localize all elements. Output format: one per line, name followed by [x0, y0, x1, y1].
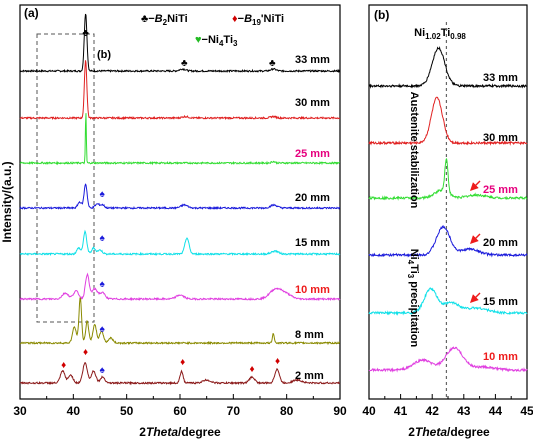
panel-b-xlabel: 2Theta/degree	[408, 425, 490, 439]
series-label: 15 mm	[295, 237, 330, 249]
diamond-icon: ♦	[232, 13, 238, 25]
series-label: 30 mm	[483, 132, 518, 144]
inset-box	[36, 33, 95, 323]
series-label: 10 mm	[295, 284, 330, 296]
x-tick-label: 50	[120, 404, 134, 418]
x-tick-label: 41	[394, 404, 408, 418]
peak-marker-icon: ♦	[83, 347, 88, 358]
peak-marker-icon: ♣	[269, 58, 276, 69]
heart-icon: ♥	[195, 34, 202, 46]
peak-marker-icon: ♠	[99, 233, 105, 244]
series-label: 20 mm	[483, 237, 518, 249]
series-label: 25 mm	[295, 148, 330, 160]
panel-a-series-labels: 33 mm 30 mm 25 mm 20 mm 15 mm 10 mm 8 mm 2 mm	[295, 54, 330, 382]
peak-marker-icon: ♣	[181, 58, 188, 69]
series-label: 2 mm	[295, 370, 324, 382]
series-line-10-mm	[19, 272, 341, 302]
inset-box-label: (b)	[97, 49, 111, 61]
x-tick-label: 44	[489, 404, 503, 418]
series-label: 25 mm	[483, 184, 518, 196]
series-line-8-mm	[19, 297, 340, 346]
x-tick-label: 80	[280, 404, 294, 418]
series-line-2-mm	[19, 362, 341, 386]
panel-b-x-ticks: 40 41 42 43 44 45	[362, 394, 533, 418]
legend: ♣−B2NiTi ♦−B19'NiTi ♥−Ni4Ti3	[141, 13, 284, 48]
peak-label: Ni1.02Ti0.98	[414, 27, 466, 41]
series-line-15-mm	[368, 287, 528, 316]
series-line-25-mm	[19, 113, 341, 166]
series-line-20-mm	[368, 225, 528, 258]
series-line-10-mm	[368, 346, 528, 373]
series-line-20-mm	[19, 183, 341, 211]
peak-marker-icon: ♦	[249, 364, 254, 375]
panel-b-label: (b)	[374, 8, 389, 22]
panel-b-frame	[368, 4, 528, 400]
series-label: 33 mm	[483, 72, 518, 84]
series-label: 15 mm	[483, 296, 518, 308]
annotation-precipitation: Ni4Ti3 precipitation	[406, 249, 420, 348]
svg-text:♣−B2NiTi: ♣−B2NiTi	[141, 13, 188, 27]
x-tick-label: 70	[227, 404, 241, 418]
peak-marker-icon: ♦	[61, 360, 66, 371]
peak-marker-icon: ♣	[82, 28, 89, 39]
x-tick-label: 60	[173, 404, 187, 418]
annotation-austenite: Austenite stabilization	[408, 92, 420, 209]
series-line-30-mm	[368, 96, 528, 146]
series-label: 20 mm	[295, 192, 330, 204]
x-tick-label: 42	[426, 404, 440, 418]
svg-text:♥−Ni4Ti3: ♥−Ni4Ti3	[195, 34, 238, 48]
series-line-15-mm	[19, 229, 341, 257]
panel-b: (b) Ni1.02Ti0.98 33 mm 30 mm 25 mm 20 mm 15 …	[362, 4, 533, 439]
arrow-icon	[470, 292, 481, 303]
legend-item-ni4ti3: ♥−Ni4Ti3	[195, 34, 238, 48]
series-label: 30 mm	[295, 97, 330, 109]
x-tick-label: 40	[67, 404, 81, 418]
series-line-33-mm	[368, 46, 528, 89]
series-line-33-mm	[19, 13, 341, 74]
panel-a-curves	[19, 13, 341, 386]
panel-a-xlabel: 2Theta/degree	[139, 425, 221, 439]
arrow-icon	[470, 233, 481, 244]
panel-b-curves	[368, 46, 528, 373]
panel-a-ylabel: Intensity/(a.u.)	[0, 161, 14, 242]
peak-marker-icon: ♦	[275, 356, 280, 367]
peak-marker-icon: ♠	[99, 189, 105, 200]
panel-b-series-labels: 33 mm 30 mm 25 mm 20 mm 15 mm 10 mm	[483, 72, 518, 363]
series-label: 33 mm	[295, 54, 330, 66]
peak-marker-icon: ♦	[180, 357, 185, 368]
x-tick-label: 43	[457, 404, 471, 418]
x-tick-label: 90	[333, 404, 347, 418]
series-line-25-mm	[368, 158, 528, 201]
peak-marker-icon: ♠	[99, 324, 105, 335]
arrow-icon	[470, 180, 481, 191]
panel-a-peak-markers: ♣ ♣ ♣ ♠ ♠ ♠ ♠ ♠ ♦ ♦ ♦ ♦ ♦	[61, 28, 280, 376]
panel-b-arrows	[470, 180, 481, 303]
peak-marker-icon: ♠	[99, 279, 105, 290]
legend-item-b19: ♦−B19'NiTi	[232, 13, 284, 27]
svg-text:♦−B19'NiTi: ♦−B19'NiTi	[232, 13, 284, 27]
legend-item-b2: ♣−B2NiTi	[141, 13, 188, 27]
x-tick-label: 30	[13, 404, 27, 418]
panel-a: (a) (b) ♣−B2NiTi ♦−B19'NiTi ♥−Ni4Ti3	[0, 4, 347, 439]
club-icon: ♣	[141, 13, 148, 25]
x-tick-label: 40	[362, 404, 376, 418]
peak-marker-icon: ♠	[99, 365, 105, 376]
series-line-30-mm	[19, 60, 341, 121]
series-label: 8 mm	[295, 329, 324, 341]
series-label: 10 mm	[483, 351, 518, 363]
x-tick-label: 45	[520, 404, 533, 418]
panel-a-label: (a)	[24, 6, 39, 20]
panel-a-x-ticks: 30 40 50 60 70 80 90	[13, 394, 347, 418]
